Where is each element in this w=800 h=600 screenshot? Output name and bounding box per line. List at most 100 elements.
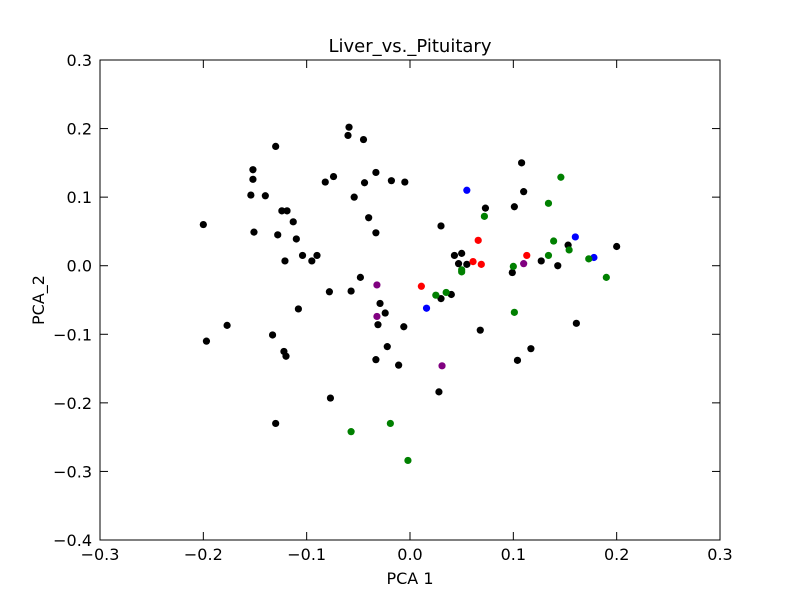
data-point (437, 295, 445, 303)
data-point (527, 345, 535, 353)
data-point (463, 186, 471, 194)
data-point (247, 191, 255, 199)
axes-frame (99, 59, 721, 541)
data-point (344, 131, 352, 140)
data-point (401, 178, 409, 186)
data-point (350, 193, 358, 201)
data-point (329, 172, 338, 181)
data-point (554, 262, 562, 270)
data-point (557, 173, 565, 181)
data-point (321, 178, 329, 186)
data-point (518, 159, 526, 167)
data-point (373, 312, 381, 321)
y-axis-label: PCA_2 (29, 275, 49, 325)
data-point (372, 168, 380, 177)
data-point (365, 214, 373, 222)
data-point (345, 123, 353, 131)
data-point (249, 166, 257, 174)
data-point (438, 362, 446, 370)
data-point (326, 394, 335, 402)
data-point (250, 228, 258, 236)
data-point (387, 177, 395, 185)
y-tick-label: 0.2 (67, 120, 92, 139)
data-point (523, 251, 531, 260)
y-tick-label: −0.2 (53, 394, 92, 413)
y-tick-label: 0.1 (67, 188, 92, 207)
y-tick-label: −0.3 (53, 462, 92, 481)
data-point (223, 321, 231, 329)
data-point (199, 220, 207, 229)
data-point (292, 235, 300, 243)
data-point (272, 142, 280, 150)
data-point (537, 257, 545, 265)
data-point (268, 331, 277, 339)
x-tick-label: 0.2 (604, 545, 629, 564)
data-point (294, 305, 302, 313)
data-point (283, 207, 291, 215)
x-tick-label: −0.2 (184, 545, 223, 564)
data-point (571, 233, 579, 241)
data-point (458, 249, 466, 257)
y-tick-label: 0.3 (67, 51, 92, 70)
x-tick-label: −0.3 (81, 545, 120, 564)
data-point (544, 199, 553, 207)
data-point (374, 321, 382, 329)
data-point (281, 257, 289, 265)
data-point (383, 343, 391, 351)
data-point (520, 188, 528, 196)
data-point (509, 262, 517, 270)
x-axis-label: PCA 1 (386, 569, 433, 588)
x-tick-label: −0.1 (287, 545, 326, 564)
data-point (422, 304, 431, 312)
data-point (376, 299, 384, 308)
data-point (373, 281, 381, 289)
data-point (432, 291, 440, 299)
data-point (313, 251, 321, 260)
data-point (278, 207, 286, 215)
x-tick-label: 0.3 (707, 545, 732, 564)
data-point (417, 282, 425, 290)
plot-area: −0.3 −0.2 −0.1 0.0 0.1 0.2 0.3−0.4−0.3−0.2−0.1… (53, 51, 733, 564)
data-point (450, 251, 459, 260)
data-point (274, 231, 282, 239)
data-point (372, 356, 380, 364)
data-point (550, 237, 558, 245)
data-point (261, 192, 269, 200)
y-tick-label: −0.4 (53, 531, 92, 550)
data-point (602, 273, 610, 281)
data-point (272, 419, 280, 428)
data-point (308, 257, 316, 265)
x-tick-label: 0.1 (501, 545, 526, 564)
data-point (477, 260, 485, 268)
x-tick-label: 0.0 (397, 545, 422, 564)
data-point (435, 388, 443, 396)
data-point (289, 218, 297, 226)
data-point (437, 222, 445, 230)
data-point (572, 319, 580, 327)
data-point (400, 323, 408, 331)
data-point (454, 260, 463, 268)
data-point (359, 135, 368, 144)
data-point (474, 236, 482, 244)
data-point (386, 419, 394, 428)
data-point (458, 268, 466, 276)
data-point (372, 229, 380, 237)
data-point (381, 309, 389, 317)
data-point (347, 428, 355, 436)
data-point (544, 251, 553, 260)
data-point (481, 204, 490, 212)
data-point (249, 175, 257, 183)
data-point (325, 288, 333, 296)
data-point (347, 287, 355, 295)
data-point (202, 337, 211, 345)
chart-title: Liver_vs._Pituitary (329, 36, 492, 57)
data-point (565, 246, 573, 254)
data-point (360, 179, 369, 187)
data-point (585, 255, 593, 263)
data-point (442, 288, 450, 297)
data-point (480, 212, 488, 220)
data-point (510, 308, 518, 316)
data-point (298, 251, 307, 260)
